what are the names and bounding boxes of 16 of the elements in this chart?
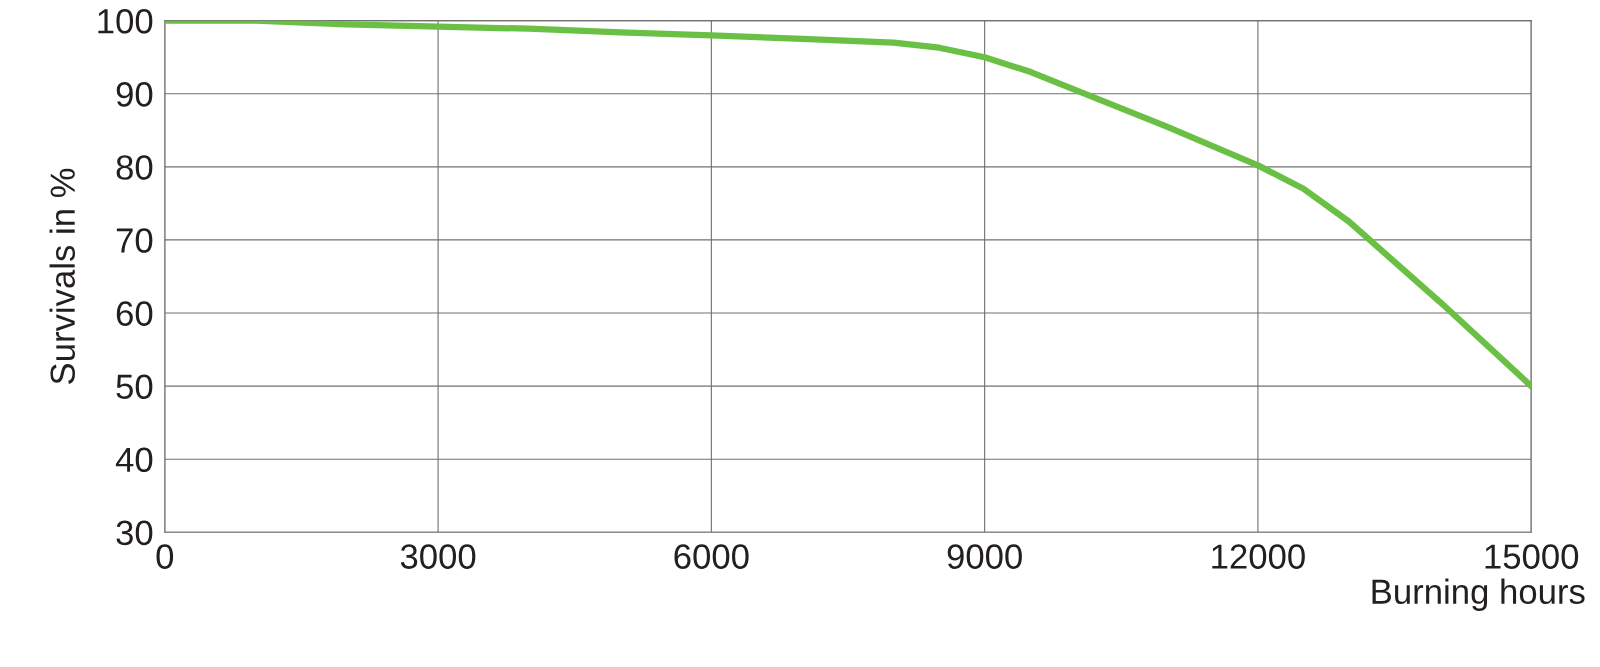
y-tick-label: 30 bbox=[116, 520, 153, 546]
x-tick-label: 3000 bbox=[400, 544, 476, 569]
x-tick-label: 9000 bbox=[947, 544, 1022, 569]
x-tick-label: 15000 bbox=[1485, 544, 1579, 569]
y-tick-label: 60 bbox=[116, 301, 153, 326]
x-tick-label: 6000 bbox=[674, 544, 749, 569]
y-tick-label: 40 bbox=[115, 447, 153, 473]
x-tick-label: 0 bbox=[156, 544, 174, 569]
y-tick-label: 50 bbox=[116, 374, 153, 400]
y-tick-label: 100 bbox=[98, 9, 153, 34]
y-tick-label: 70 bbox=[116, 228, 153, 253]
x-axis-title: Burning hours bbox=[1372, 578, 1585, 611]
y-tick-label: 90 bbox=[116, 82, 153, 107]
x-tick-label: 12000 bbox=[1212, 544, 1305, 569]
y-axis-title: Survivals in % bbox=[49, 168, 76, 384]
y-tick-label: 80 bbox=[116, 155, 153, 180]
